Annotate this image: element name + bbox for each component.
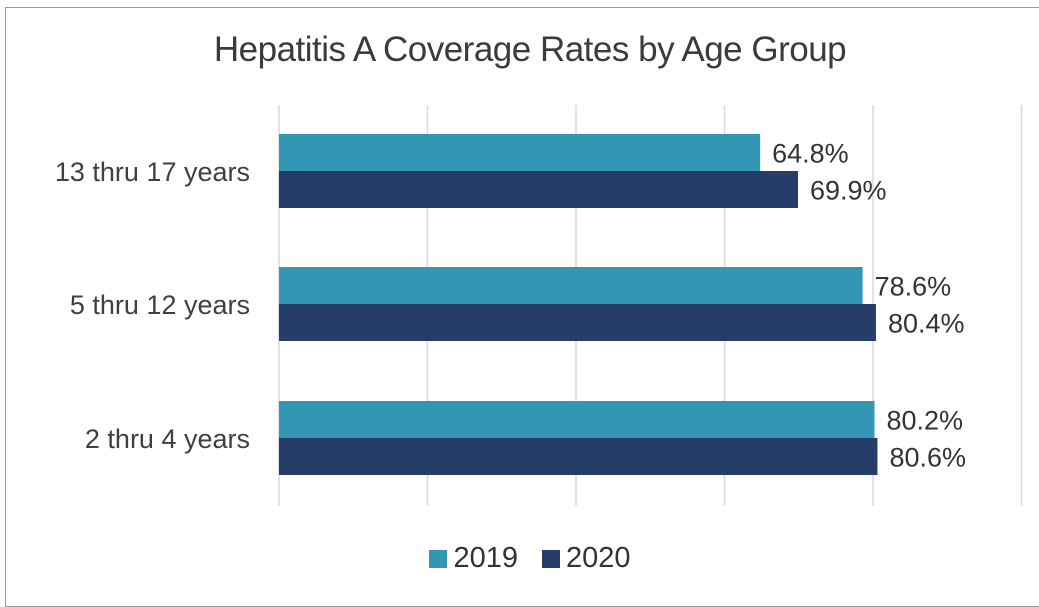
legend-item-2019: 2019 [429, 542, 518, 575]
bar [279, 171, 799, 208]
data-label: 78.6% [875, 272, 952, 302]
category-label: 5 thru 12 years [70, 290, 250, 320]
legend-swatch-2019 [429, 549, 448, 568]
legend-label-2020: 2020 [566, 542, 631, 574]
data-label: 80.4% [888, 309, 965, 339]
bar [279, 134, 761, 171]
legend-label-2019: 2019 [453, 542, 518, 574]
bar [279, 438, 878, 475]
category-label: 2 thru 4 years [85, 424, 250, 454]
bar [279, 304, 876, 341]
legend-item-2020: 2020 [542, 542, 631, 575]
data-label: 80.6% [889, 443, 966, 473]
legend-swatch-2020 [542, 549, 560, 568]
category-label: 13 thru 17 years [55, 157, 250, 187]
bar [279, 401, 875, 438]
data-label: 64.8% [772, 139, 849, 169]
legend: 2019 2020 [0, 542, 1039, 575]
chart-title: Hepatitis A Coverage Rates by Age Group [213, 30, 847, 69]
data-label: 69.9% [810, 176, 887, 206]
bar [279, 267, 863, 304]
data-label: 80.2% [886, 406, 963, 436]
